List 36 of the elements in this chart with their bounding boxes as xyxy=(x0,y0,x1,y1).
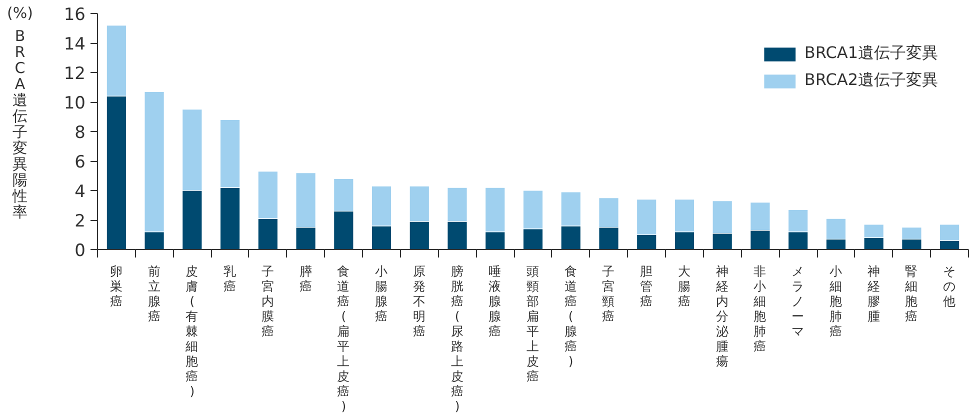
text: (%) xyxy=(6,4,34,22)
y-tick-label: 6 xyxy=(74,152,86,172)
x-tick-label: 卵巣癌 xyxy=(110,264,123,308)
text: BRCA遺伝子変異陽性率 xyxy=(12,27,28,221)
y-tick-label: 0 xyxy=(74,241,86,261)
y-tick-label: 4 xyxy=(74,182,86,202)
category-label: 皮膚(有棘細胞癌) xyxy=(186,264,199,398)
y-tick-label: 14 xyxy=(64,34,86,54)
x-tick-label: 子宮内膜癌 xyxy=(261,264,274,338)
category-label: 膀胱癌(尿路上皮癌) xyxy=(450,264,464,414)
y-tick-label: 10 xyxy=(64,94,86,114)
x-tick-label: 膵癌 xyxy=(299,264,312,294)
x-tick-label: 前立腺癌 xyxy=(148,264,161,324)
x-tick-label: 胆管癌 xyxy=(640,264,654,308)
category-label: 食道癌(扁平上皮癌) xyxy=(337,264,350,414)
x-tick-label: 原発不明癌 xyxy=(412,264,426,338)
y-tick-label: 2 xyxy=(74,212,86,232)
x-tick-label: 乳癌 xyxy=(224,264,237,294)
x-tick-label: 小腸腺癌 xyxy=(375,264,388,324)
y-tick-label: 12 xyxy=(64,64,86,84)
x-tick-label: 非小細胞肺癌 xyxy=(752,264,767,354)
x-tick-label: 小細胞肺癌 xyxy=(828,264,842,338)
x-tick-label: 神経膠腫 xyxy=(866,264,880,324)
x-tick-label: 食道癌(腺癌) xyxy=(564,264,578,368)
legend-label: BRCA2遺伝子変異 xyxy=(804,70,938,91)
x-tick-label: 唾液腺腺癌 xyxy=(488,264,502,338)
y-tick-label: 8 xyxy=(74,123,86,143)
y-tick-label: 16 xyxy=(64,5,86,25)
x-tick-label: メラノーマ xyxy=(792,264,805,338)
x-tick-label: 神経内分泌腫瘍 xyxy=(714,264,729,368)
x-tick-label: 頭頸部扁平上皮癌 xyxy=(526,264,540,384)
legend-label: BRCA1遺伝子変異 xyxy=(804,43,938,64)
x-tick-label: 大腸癌 xyxy=(678,264,691,308)
x-tick-label: 腎細胞癌 xyxy=(904,264,918,324)
x-tick-label: 子宮頸癌 xyxy=(602,264,616,324)
x-tick-label: その他 xyxy=(943,264,956,308)
